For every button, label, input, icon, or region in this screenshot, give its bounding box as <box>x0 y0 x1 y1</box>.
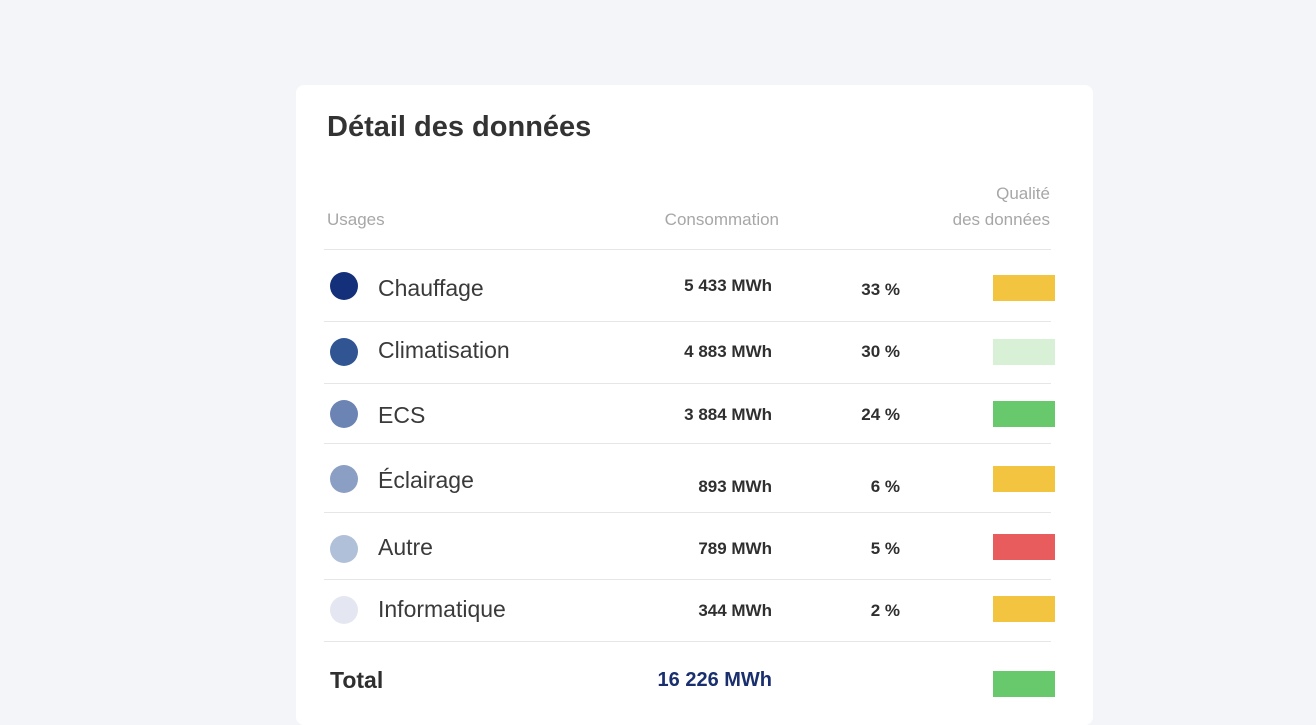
data-quality-indicator <box>993 401 1055 427</box>
row-divider <box>324 383 1051 384</box>
data-quality-indicator <box>993 275 1055 301</box>
usage-label: Climatisation <box>378 337 510 363</box>
color-dot-icon <box>330 596 358 624</box>
data-quality-indicator <box>993 596 1055 622</box>
data-detail-card: Détail des données Usages Consommation Q… <box>296 85 1093 725</box>
consumption-value: 789 MWh <box>698 539 772 558</box>
usage-label: Informatique <box>378 596 506 622</box>
header-data-quality-line1: Qualité <box>996 184 1050 203</box>
consumption-percent: 2 % <box>870 601 900 620</box>
total-consumption-value: 16 226 MWh <box>657 669 772 691</box>
data-quality-indicator <box>993 339 1055 365</box>
row-divider <box>324 512 1051 513</box>
data-quality-indicator <box>993 466 1055 492</box>
row-divider <box>324 443 1051 444</box>
color-dot-icon <box>330 535 358 563</box>
color-dot-icon <box>330 465 358 493</box>
consumption-percent: 33 % <box>861 280 900 299</box>
header-usages: Usages <box>327 210 385 229</box>
consumption-percent: 24 % <box>861 405 900 424</box>
consumption-value: 5 433 MWh <box>684 276 772 295</box>
usage-label: Autre <box>378 534 433 560</box>
header-consumption: Consommation <box>664 210 779 229</box>
color-dot-icon <box>330 338 358 366</box>
total-data-quality-indicator <box>993 671 1055 697</box>
color-dot-icon <box>330 272 358 300</box>
row-divider <box>324 321 1051 322</box>
consumption-percent: 30 % <box>861 342 900 361</box>
header-data-quality: Qualité des données <box>953 181 1050 233</box>
consumption-value: 344 MWh <box>698 601 772 620</box>
usage-label: Chauffage <box>378 275 484 301</box>
row-divider <box>324 579 1051 580</box>
row-divider <box>324 641 1051 642</box>
color-dot-icon <box>330 400 358 428</box>
usage-label: ECS <box>378 402 426 428</box>
consumption-percent: 5 % <box>870 539 900 558</box>
consumption-percent: 6 % <box>870 477 900 496</box>
data-quality-indicator <box>993 534 1055 560</box>
total-label: Total <box>330 667 384 693</box>
usage-label: Éclairage <box>378 467 474 493</box>
header-data-quality-line2: des données <box>952 210 1050 229</box>
card-title: Détail des données <box>327 111 592 143</box>
consumption-value: 3 884 MWh <box>684 405 772 424</box>
header-divider <box>324 249 1051 250</box>
consumption-value: 4 883 MWh <box>684 342 772 361</box>
consumption-value: 893 MWh <box>698 477 772 496</box>
